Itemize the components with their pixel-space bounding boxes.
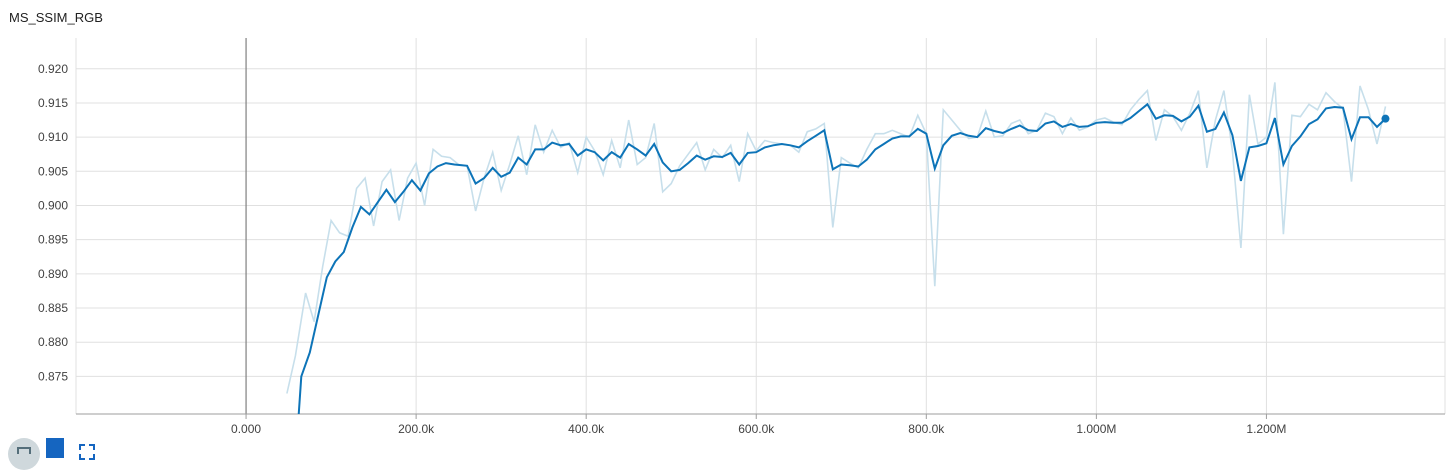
y-tick-label: 0.915 <box>38 96 68 110</box>
y-tick-label: 0.885 <box>38 301 68 315</box>
y-tick-label: 0.900 <box>38 198 68 212</box>
x-tick-label: 1.000M <box>1076 422 1116 436</box>
x-tick-label: 200.0k <box>398 422 435 436</box>
smoothed-series-line <box>297 102 1387 414</box>
toggle-data-button[interactable] <box>46 438 78 470</box>
x-tick-label: 0.000 <box>231 422 261 436</box>
y-tick-label: 0.910 <box>38 130 68 144</box>
chart-title: MS_SSIM_RGB <box>9 10 103 25</box>
raw-series-line <box>286 82 1387 394</box>
last-point-marker <box>1381 114 1390 123</box>
y-tick-labels: 0.875 0.880 0.885 0.890 0.895 0.900 0.905 0.910… <box>38 62 68 384</box>
list-icon <box>46 438 64 458</box>
grid <box>76 38 1445 414</box>
x-tick-label: 600.0k <box>738 422 775 436</box>
x-tick-label: 800.0k <box>908 422 945 436</box>
y-tick-label: 0.875 <box>38 369 68 383</box>
fit-domain-button[interactable] <box>78 438 110 470</box>
y-tick-label: 0.905 <box>38 164 68 178</box>
x-tick-label: 400.0k <box>568 422 605 436</box>
y-tick-label: 0.880 <box>38 335 68 349</box>
axes <box>75 38 1446 419</box>
expand-button[interactable] <box>8 438 40 470</box>
y-tick-label: 0.895 <box>38 233 68 247</box>
line-chart[interactable]: 0.000 200.0k 400.0k 600.0k 800.0k 1.000M 1.200… <box>0 0 1453 440</box>
x-tick-label: 1.200M <box>1246 422 1286 436</box>
y-tick-label: 0.920 <box>38 62 68 76</box>
y-tick-label: 0.890 <box>38 267 68 281</box>
x-tick-labels: 0.000 200.0k 400.0k 600.0k 800.0k 1.000M 1.200… <box>231 422 1286 436</box>
